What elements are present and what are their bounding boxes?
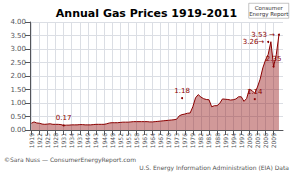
svg-text:1955: 1955 <box>125 133 132 148</box>
svg-text:1937: 1937 <box>76 133 83 148</box>
svg-text:1964: 1964 <box>149 133 156 148</box>
svg-text:2000: 2000 <box>246 133 253 148</box>
svg-text:2.35: 2.35 <box>266 55 282 63</box>
svg-text:1982: 1982 <box>197 133 204 148</box>
svg-text:1.18: 1.18 <box>174 87 190 95</box>
svg-text:1.00: 1.00 <box>10 99 26 107</box>
svg-text:1940: 1940 <box>84 133 91 148</box>
svg-text:4.00: 4.00 <box>10 18 26 26</box>
svg-text:1.14: 1.14 <box>247 88 263 96</box>
svg-text:1934: 1934 <box>68 133 75 148</box>
svg-text:2.00: 2.00 <box>10 72 26 80</box>
svg-text:0.00: 0.00 <box>10 126 26 134</box>
svg-text:1967: 1967 <box>157 133 164 148</box>
svg-text:2009: 2009 <box>270 133 277 148</box>
svg-text:3.26→: 3.26→ <box>243 38 265 46</box>
svg-text:2006: 2006 <box>262 133 269 148</box>
svg-text:Annual Gas Prices 1919-2011: Annual Gas Prices 1919-2011 <box>56 7 237 20</box>
svg-text:1922: 1922 <box>36 133 43 148</box>
svg-text:0.50: 0.50 <box>10 113 26 121</box>
svg-text:©Sara Nuss — ConsumerEnergyRep: ©Sara Nuss — ConsumerEnergyReport.com <box>4 156 136 164</box>
svg-text:1943: 1943 <box>92 133 99 148</box>
svg-text:1.50: 1.50 <box>10 86 26 94</box>
svg-text:1925: 1925 <box>44 133 51 148</box>
svg-text:1976: 1976 <box>181 133 188 148</box>
svg-text:1970: 1970 <box>165 133 172 148</box>
svg-text:1997: 1997 <box>238 133 245 148</box>
svg-text:1931: 1931 <box>60 133 67 148</box>
svg-text:1919: 1919 <box>28 133 35 148</box>
svg-text:1958: 1958 <box>133 133 140 148</box>
svg-text:3.00: 3.00 <box>10 45 26 53</box>
svg-text:1991: 1991 <box>222 133 229 148</box>
svg-text:1961: 1961 <box>141 133 148 148</box>
svg-text:1928: 1928 <box>52 133 59 148</box>
svg-text:1979: 1979 <box>189 133 196 148</box>
svg-text:2003: 2003 <box>254 133 261 148</box>
svg-text:3.53 →: 3.53 → <box>251 30 275 39</box>
svg-text:1949: 1949 <box>109 133 116 148</box>
svg-text:2.50: 2.50 <box>10 59 26 67</box>
svg-text:3.50: 3.50 <box>10 32 26 40</box>
svg-text:1985: 1985 <box>205 133 212 148</box>
svg-text:1952: 1952 <box>117 133 124 148</box>
svg-text:1988: 1988 <box>214 133 221 148</box>
svg-text:Energy Report: Energy Report <box>249 11 289 18</box>
svg-text:1946: 1946 <box>101 133 108 148</box>
svg-text:1973: 1973 <box>173 133 180 148</box>
svg-text:U.S. Energy Information Admini: U.S. Energy Information Administration (… <box>139 164 289 172</box>
svg-text:0.17: 0.17 <box>56 114 72 122</box>
svg-text:1994: 1994 <box>230 133 237 148</box>
svg-text:Consumer: Consumer <box>254 4 283 11</box>
